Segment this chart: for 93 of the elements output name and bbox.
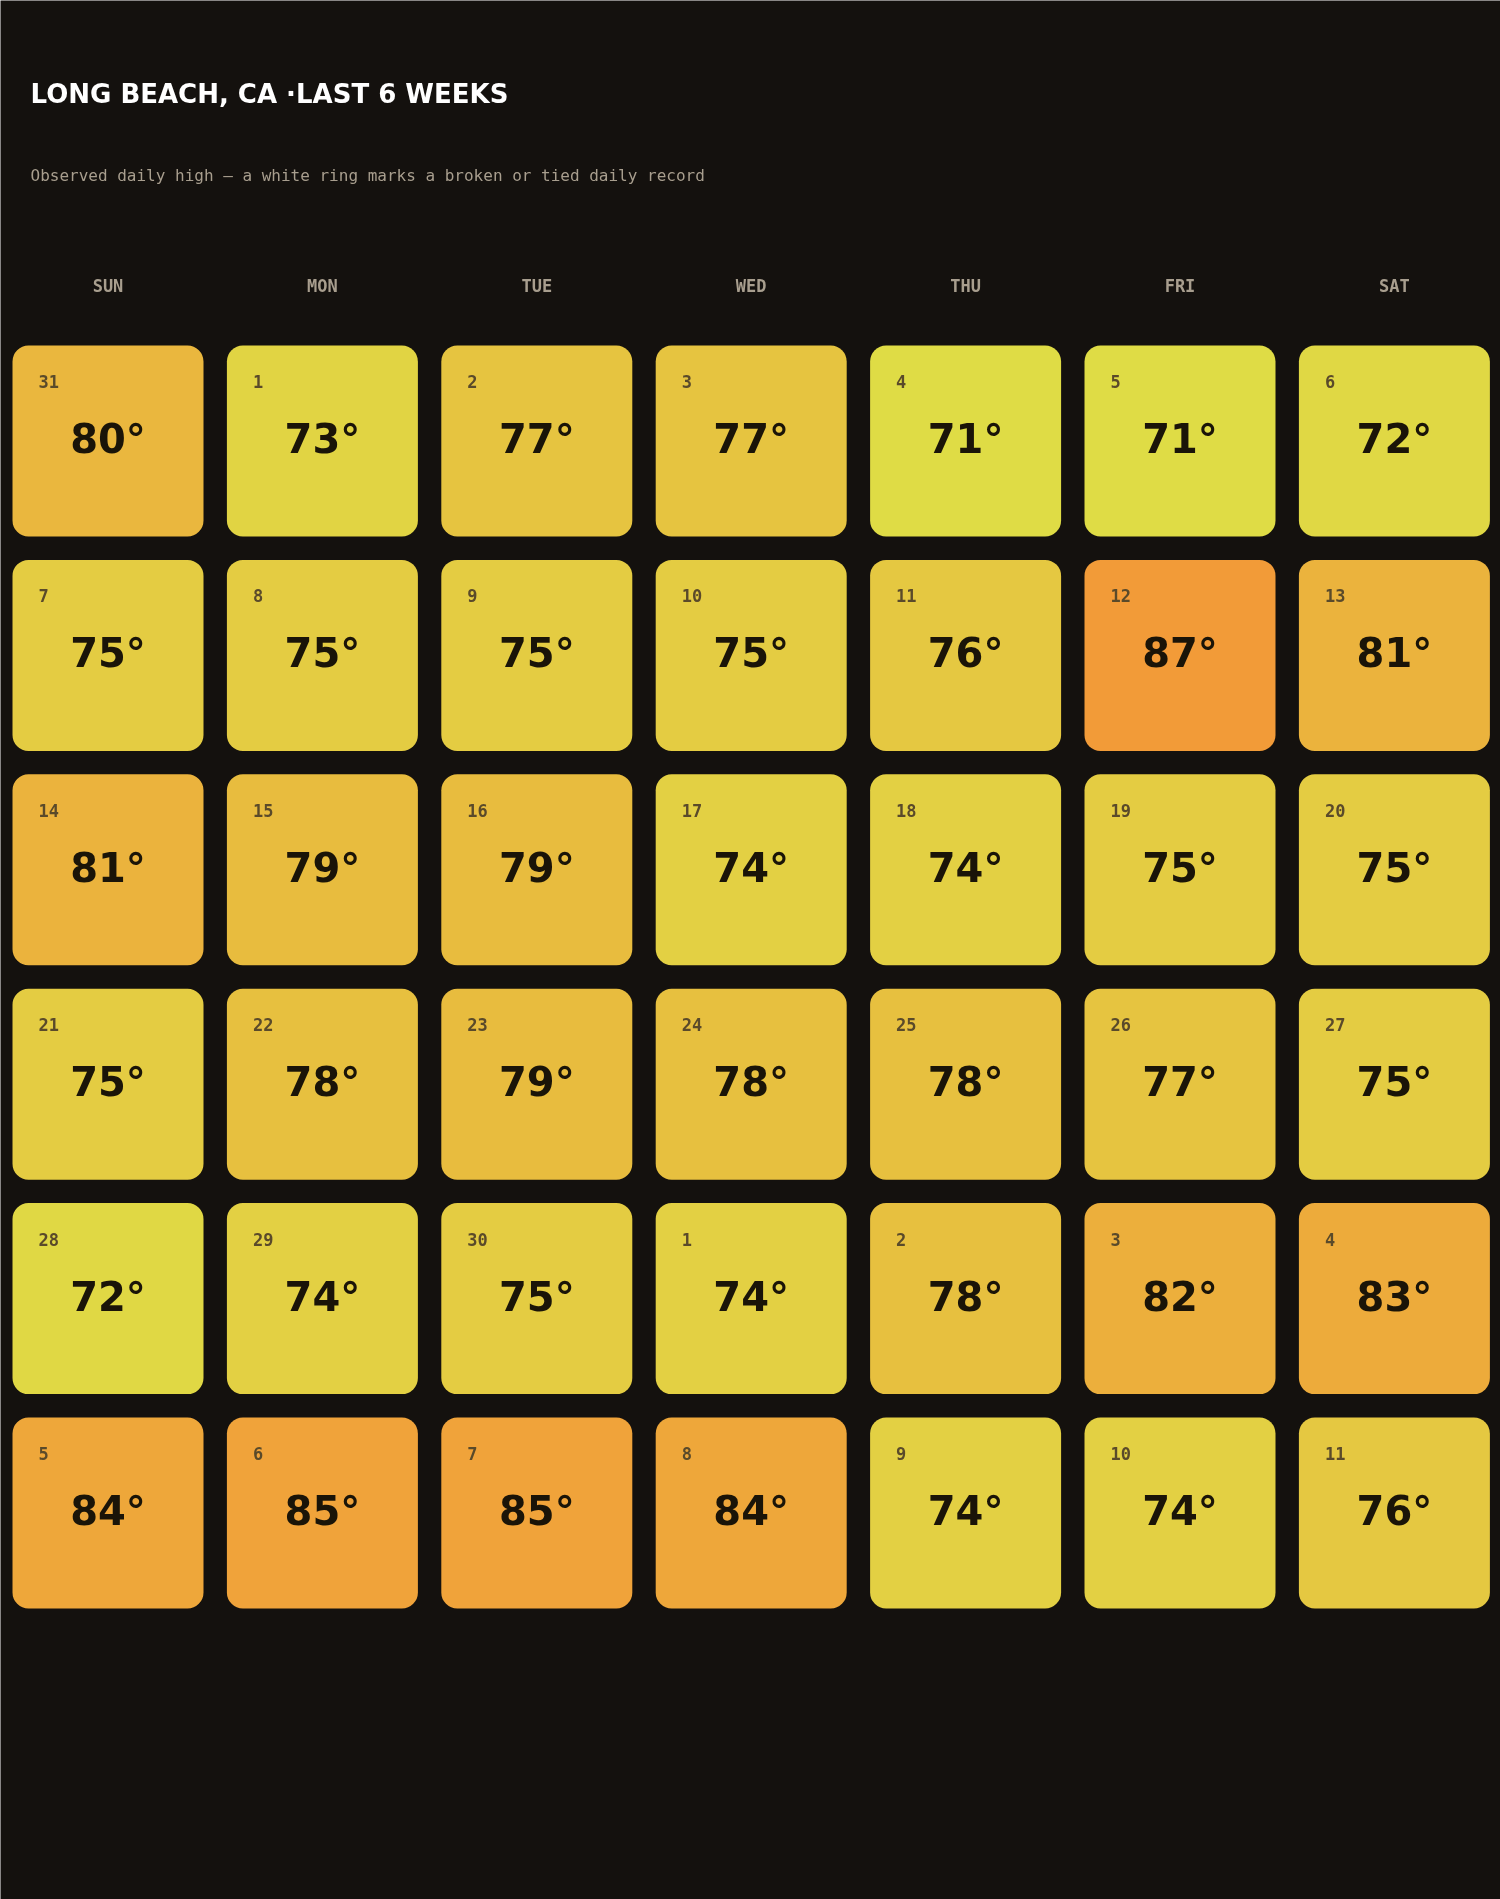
annotation: 15 bbox=[252, 800, 274, 821]
annotation: 10 bbox=[1110, 1444, 1131, 1464]
data-label: 75° bbox=[1356, 1059, 1433, 1106]
annotation: 29 bbox=[252, 1229, 274, 1250]
data-label: 73° bbox=[284, 416, 361, 462]
annotation: 1 bbox=[252, 372, 264, 392]
annotation: 9 bbox=[467, 586, 478, 607]
data-label: 78° bbox=[927, 1273, 1004, 1320]
annotation: 11 bbox=[1324, 1444, 1346, 1464]
data-label: 84° bbox=[70, 1488, 146, 1534]
data-label: 84° bbox=[713, 1488, 790, 1534]
data-label: 81° bbox=[1356, 630, 1433, 677]
annotation: 3 bbox=[1110, 1229, 1121, 1250]
x-tick-label: TUE bbox=[521, 275, 553, 296]
annotation: 18 bbox=[896, 800, 917, 821]
annotation: 25 bbox=[896, 1015, 917, 1036]
data-label: 81° bbox=[70, 844, 146, 891]
x-tick-label: WED bbox=[735, 275, 767, 296]
data-label: 72° bbox=[1356, 416, 1433, 462]
annotation: 19 bbox=[1110, 800, 1131, 821]
annotation: 8 bbox=[681, 1444, 692, 1464]
annotation: 7 bbox=[467, 1444, 478, 1464]
annotation: 7 bbox=[38, 586, 49, 607]
annotation: 9 bbox=[896, 1444, 907, 1464]
data-label: 71° bbox=[1142, 416, 1218, 462]
annotation: 1 bbox=[681, 1229, 692, 1250]
data-label: 74° bbox=[713, 844, 790, 891]
annotation: 14 bbox=[38, 800, 59, 821]
data-label: 77° bbox=[498, 416, 575, 462]
annotation: 28 bbox=[38, 1229, 59, 1250]
data-label: 76° bbox=[927, 630, 1004, 677]
x-tick-label: SUN bbox=[92, 275, 124, 296]
chart-title: LONG BEACH, CA ·LAST 6 WEEKS bbox=[30, 78, 509, 109]
annotation: 16 bbox=[467, 800, 488, 821]
x-tick-label: MON bbox=[307, 275, 338, 296]
data-label: 78° bbox=[927, 1059, 1004, 1106]
annotation: 26 bbox=[1110, 1015, 1131, 1036]
data-label: 79° bbox=[498, 1059, 575, 1106]
annotation: 27 bbox=[1324, 1015, 1346, 1036]
annotation: 17 bbox=[681, 800, 703, 821]
annotation: 24 bbox=[681, 1015, 703, 1036]
data-label: 72° bbox=[70, 1273, 146, 1320]
data-label: 74° bbox=[284, 1273, 361, 1320]
annotation: 6 bbox=[252, 1444, 264, 1464]
data-label: 79° bbox=[498, 844, 575, 891]
annotation: 5 bbox=[38, 1444, 49, 1464]
data-label: 74° bbox=[1142, 1488, 1218, 1534]
data-label: 76° bbox=[1356, 1488, 1433, 1534]
data-label: 75° bbox=[713, 630, 790, 677]
annotation: 2 bbox=[896, 1229, 907, 1250]
data-label: 82° bbox=[1142, 1273, 1218, 1320]
annotation: 12 bbox=[1110, 586, 1131, 607]
data-label: 85° bbox=[284, 1488, 361, 1534]
annotation: 4 bbox=[896, 372, 907, 392]
data-label: 77° bbox=[713, 416, 790, 462]
x-tick-label: SAT bbox=[1379, 275, 1410, 296]
data-label: 75° bbox=[70, 630, 146, 677]
annotation: 23 bbox=[467, 1015, 488, 1036]
annotation: 21 bbox=[38, 1015, 59, 1036]
data-label: 75° bbox=[1142, 844, 1218, 891]
annotation: 8 bbox=[252, 586, 264, 607]
data-label: 74° bbox=[927, 844, 1004, 891]
data-label: 79° bbox=[284, 844, 361, 891]
data-label: 78° bbox=[284, 1059, 361, 1106]
data-label: 80° bbox=[70, 416, 146, 462]
data-label: 75° bbox=[70, 1059, 146, 1106]
data-label: 75° bbox=[498, 630, 575, 677]
annotation: 30 bbox=[467, 1229, 488, 1250]
data-label: 87° bbox=[1142, 630, 1218, 677]
annotation: 6 bbox=[1324, 372, 1336, 392]
annotation: 22 bbox=[252, 1015, 274, 1036]
data-label: 83° bbox=[1356, 1273, 1433, 1320]
annotation: 3 bbox=[681, 372, 692, 392]
x-tick-label: THU bbox=[950, 275, 981, 296]
data-label: 75° bbox=[284, 630, 361, 677]
annotation: 10 bbox=[681, 586, 703, 607]
data-label: 74° bbox=[927, 1488, 1004, 1534]
annotation: 5 bbox=[1110, 372, 1121, 392]
annotation: 13 bbox=[1324, 586, 1346, 607]
data-label: 74° bbox=[713, 1273, 790, 1320]
annotation: 2 bbox=[467, 372, 478, 392]
x-tick-label: FRI bbox=[1164, 275, 1196, 296]
annotation: 31 bbox=[38, 372, 59, 392]
data-label: 78° bbox=[713, 1059, 790, 1106]
data-label: 75° bbox=[498, 1273, 575, 1320]
data-label: 71° bbox=[927, 416, 1004, 462]
annotation: 11 bbox=[896, 586, 917, 607]
annotation: 20 bbox=[1324, 800, 1346, 821]
data-label: 75° bbox=[1356, 844, 1433, 891]
annotation: 4 bbox=[1324, 1229, 1336, 1250]
data-label: 77° bbox=[1142, 1059, 1218, 1106]
data-label: 85° bbox=[498, 1488, 575, 1534]
chart-subtitle: Observed daily high — a white ring marks a broken or tied daily record bbox=[30, 166, 705, 185]
